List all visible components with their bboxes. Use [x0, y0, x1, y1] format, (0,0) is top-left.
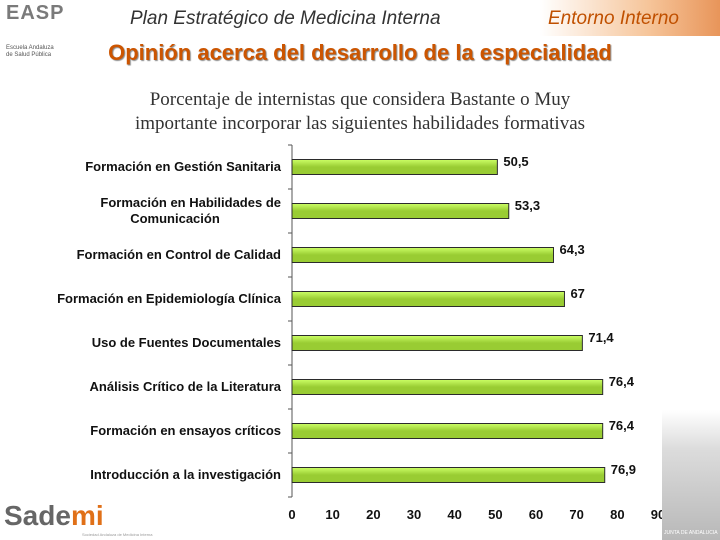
bar	[291, 335, 583, 351]
category-label: Formación en ensayos críticos	[90, 423, 281, 438]
category-label: Introducción a la investigación	[90, 467, 281, 482]
easp-logo-small-2: de Salud Pública	[6, 52, 52, 58]
easp-logo-small-1: Escuela Andaluza	[6, 45, 54, 51]
bar	[291, 247, 554, 263]
data-label: 53,3	[515, 198, 540, 213]
bar	[291, 467, 606, 483]
category-label: Formación en Epidemiología Clínica	[57, 291, 282, 306]
x-tick-label: 30	[407, 507, 421, 522]
category-label: Comunicación	[130, 211, 220, 226]
easp-logo-text: EASP	[6, 2, 65, 24]
category-label: Uso de Fuentes Documentales	[92, 335, 281, 350]
category-label: Formación en Control de Calidad	[77, 247, 281, 262]
x-tick-label: 80	[610, 507, 624, 522]
junta-logo-background	[662, 410, 720, 540]
data-label: 76,4	[609, 418, 635, 433]
data-label: 76,4	[609, 374, 635, 389]
x-tick-label: 10	[325, 507, 339, 522]
x-tick-label: 60	[529, 507, 543, 522]
bar	[291, 203, 510, 219]
data-label: 67	[570, 286, 584, 301]
sademi-logo: Sademi	[4, 500, 104, 532]
slide-title: Opinión acerca del desarrollo de la espe…	[108, 40, 612, 65]
chart-subtitle-line-2: importante incorporar las siguientes hab…	[134, 113, 586, 134]
bar	[291, 291, 565, 307]
easp-logo: EASP Escuela Andaluza de Salud Pública	[6, 2, 68, 72]
bar	[291, 423, 604, 439]
category-label: Análisis Crítico de la Literatura	[90, 379, 282, 394]
chart-subtitle-line-1: Porcentaje de internistas que considera …	[149, 89, 571, 110]
presentation-title: Plan Estratégico de Medicina Interna	[130, 8, 441, 29]
sademi-logo-accent: mi	[70, 500, 104, 531]
data-label: 71,4	[588, 330, 614, 345]
category-label: Formación en Gestión Sanitaria	[85, 159, 282, 174]
data-label: 64,3	[559, 242, 584, 257]
data-label: 50,5	[503, 154, 528, 169]
x-tick-label: 70	[569, 507, 583, 522]
bar	[291, 379, 604, 395]
x-tick-label: 40	[447, 507, 461, 522]
x-tick-label: 90	[651, 507, 665, 522]
x-tick-label: 50	[488, 507, 502, 522]
junta-logo-label: JUNTA DE ANDALUCIA	[664, 530, 718, 536]
x-tick-label: 0	[288, 507, 295, 522]
chart-subtitle: Porcentaje de internistas que considera …	[0, 88, 720, 136]
header-tab-background	[540, 0, 720, 36]
x-tick-label: 20	[366, 507, 380, 522]
data-label: 76,9	[611, 462, 636, 477]
bar	[291, 159, 498, 175]
category-label: Formación en Habilidades de	[100, 195, 281, 210]
section-label: Entorno Interno	[548, 8, 679, 29]
sademi-logo-main: Sade	[4, 500, 71, 531]
sademi-logo-subtext: Sociedad Andaluza de Medicina Interna	[82, 532, 153, 537]
bar-chart: 50,5 Formación en Gestión Sanitaria 53,3 Fo…	[57, 144, 665, 522]
